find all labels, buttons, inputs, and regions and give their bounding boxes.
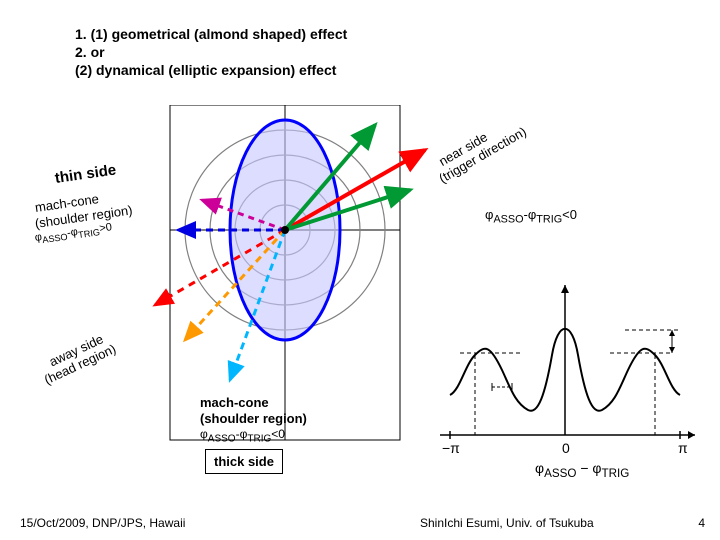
shoulder-bot-label: (shoulder region) <box>200 411 307 426</box>
header-line2: 2. or <box>75 43 105 61</box>
xtick-center: 0 <box>562 440 570 456</box>
chart-xlabel: φASSO − φTRIG <box>535 460 629 480</box>
footer-right: ShinIchi Esumi, Univ. of Tsukuba <box>420 516 594 530</box>
header-line3: (2) dynamical (elliptic expansion) effec… <box>75 61 336 79</box>
xtick-left: −π <box>442 440 460 456</box>
footer-left: 15/Oct/2009, DNP/JPS, Hawaii <box>20 516 185 530</box>
thick-side-box: thick side <box>205 449 283 474</box>
thin-side-label: thin side <box>54 161 117 186</box>
phi-neg-bot-label: φASSO-φTRIG<0 <box>200 427 285 444</box>
page-number: 4 <box>698 516 705 530</box>
header-line1: 1. (1) geometrical (almond shaped) effec… <box>75 25 347 43</box>
phi-neg-right-label: φASSO-φTRIG<0 <box>485 207 577 226</box>
mach-cone-bot-label: mach-cone <box>200 395 269 410</box>
xtick-right: π <box>678 440 688 456</box>
